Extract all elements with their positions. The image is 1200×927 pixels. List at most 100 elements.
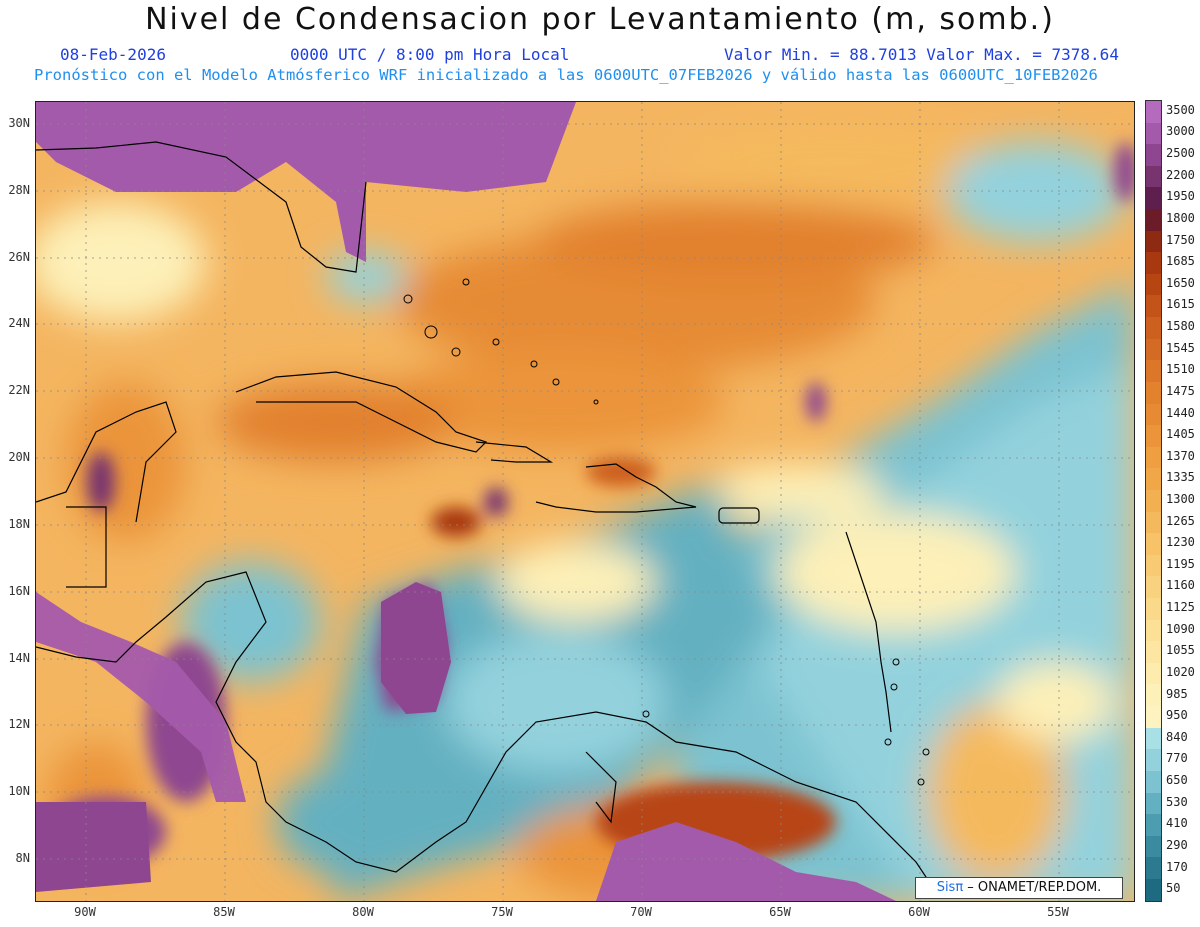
colorbar-label: 1370 (1166, 448, 1195, 463)
colorbar-label: 1580 (1166, 319, 1195, 334)
colorbar-label: 770 (1166, 751, 1188, 766)
colorbar-swatch (1146, 576, 1161, 599)
colorbar-swatch (1146, 770, 1161, 793)
colorbar-label: 1160 (1166, 578, 1195, 593)
credit-text: – ONAMET/REP.DOM. (963, 880, 1102, 895)
colorbar-label: 1090 (1166, 621, 1195, 636)
min-max-values: Valor Min. = 88.7013 Valor Max. = 7378.6… (724, 45, 1119, 64)
colorbar-label: 1125 (1166, 600, 1195, 615)
colorbar-swatch (1146, 533, 1161, 555)
colorbar-swatch (1146, 295, 1161, 318)
lat-tick-label: 8N (15, 851, 30, 865)
lat-tick-label: 24N (8, 316, 30, 330)
colorbar-swatch (1146, 273, 1161, 296)
graticule (36, 102, 1134, 901)
coastlines (36, 141, 937, 893)
colorbar-label: 1615 (1166, 297, 1195, 312)
lat-tick-label: 12N (8, 717, 30, 731)
colorbar-label: 1230 (1166, 535, 1195, 550)
forecast-time: 0000 UTC / 8:00 pm Hora Local (290, 45, 570, 64)
colorbar-label: 530 (1166, 794, 1188, 809)
colorbar-swatch (1146, 209, 1161, 231)
colorbar-swatch (1146, 619, 1161, 642)
colorbar-label: 950 (1166, 708, 1188, 723)
lat-tick-label: 14N (8, 651, 30, 665)
island-outlines (403, 278, 930, 786)
credit-box: Sisπ – ONAMET/REP.DOM. (915, 877, 1123, 899)
colorbar-swatch (1146, 187, 1161, 210)
colorbar-label: 1020 (1166, 664, 1195, 679)
colorbar-label: 1440 (1166, 405, 1195, 420)
lon-tick-label: 60W (908, 905, 930, 919)
colorbar-swatch (1146, 598, 1161, 620)
colorbar-swatch (1146, 165, 1161, 188)
colorbar-swatch (1146, 468, 1161, 490)
colorbar-swatch (1146, 144, 1161, 166)
lon-tick-label: 90W (74, 905, 96, 919)
colorbar-label: 3500 (1166, 102, 1195, 117)
lon-tick-label: 85W (213, 905, 235, 919)
colorbar-label: 290 (1166, 837, 1188, 852)
colorbar-swatch (1146, 706, 1161, 728)
colorbar-label: 1335 (1166, 470, 1195, 485)
colorbar-label: 3000 (1166, 124, 1195, 139)
colorbar-swatch (1146, 381, 1161, 404)
lat-tick-label: 10N (8, 784, 30, 798)
colorbar-label: 1510 (1166, 362, 1195, 377)
colorbar-label: 985 (1166, 686, 1188, 701)
sis-logo-text: Sisπ (936, 880, 964, 895)
colorbar-swatch (1146, 317, 1161, 339)
lat-tick-label: 26N (8, 250, 30, 264)
model-description: Pronóstico con el Modelo Atmósferico WRF… (34, 66, 1098, 84)
colorbar-swatch (1146, 662, 1161, 685)
colorbar-label: 50 (1166, 881, 1181, 896)
map-panel (35, 101, 1135, 902)
colorbar-label: 1545 (1166, 340, 1195, 355)
colorbar-label: 1475 (1166, 383, 1195, 398)
colorbar-swatch (1146, 360, 1161, 382)
colorbar-swatch (1146, 835, 1161, 858)
colorbar-label: 1750 (1166, 232, 1195, 247)
colorbar-label: 170 (1166, 859, 1188, 874)
lat-tick-label: 20N (8, 450, 30, 464)
forecast-date: 08-Feb-2026 (60, 45, 166, 64)
colorbar-swatch (1146, 122, 1161, 145)
lon-tick-label: 55W (1047, 905, 1069, 919)
colorbar-label: 1195 (1166, 556, 1195, 571)
colorbar-label: 2500 (1166, 146, 1195, 161)
colorbar-label: 1055 (1166, 643, 1195, 658)
lat-tick-label: 30N (8, 116, 30, 130)
colorbar-label: 1685 (1166, 254, 1195, 269)
colorbar-swatch (1146, 727, 1161, 750)
colorbar-label: 1265 (1166, 513, 1195, 528)
lon-tick-label: 65W (769, 905, 791, 919)
colorbar-swatch (1146, 749, 1161, 771)
colorbar-label: 410 (1166, 816, 1188, 831)
lat-tick-label: 18N (8, 517, 30, 531)
colorbar-swatch (1146, 554, 1161, 577)
colorbar-label: 1650 (1166, 275, 1195, 290)
colorbar-swatch (1146, 230, 1161, 253)
colorbar-label: 840 (1166, 729, 1188, 744)
colorbar-swatch (1146, 252, 1161, 274)
colorbar-swatch (1146, 511, 1161, 534)
lon-tick-label: 70W (630, 905, 652, 919)
lon-tick-label: 75W (491, 905, 513, 919)
colorbar-label: 1405 (1166, 427, 1195, 442)
colorbar-swatch (1146, 857, 1161, 879)
lat-tick-label: 16N (8, 584, 30, 598)
colorbar-label: 2200 (1166, 167, 1195, 182)
colorbar-swatch (1146, 641, 1161, 663)
colorbar-swatch (1146, 338, 1161, 361)
lon-tick-label: 80W (352, 905, 374, 919)
lcl-field-map (36, 102, 1134, 901)
colorbar-label: 1800 (1166, 210, 1195, 225)
colorbar-label: 1950 (1166, 189, 1195, 204)
lat-tick-label: 28N (8, 183, 30, 197)
colorbar-swatch (1146, 684, 1161, 707)
colorbar-label: 650 (1166, 773, 1188, 788)
colorbar-swatch (1146, 425, 1161, 447)
colorbar-swatch (1146, 878, 1161, 901)
colorbar-swatch (1146, 489, 1161, 512)
colorbar-swatch (1146, 814, 1161, 836)
